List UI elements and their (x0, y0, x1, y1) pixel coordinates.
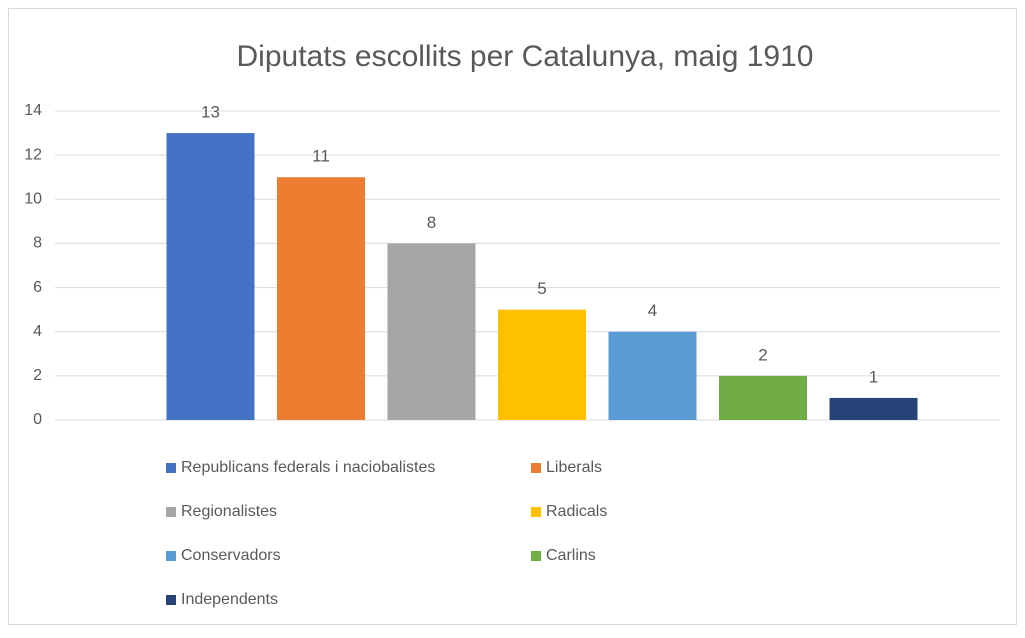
data-label: 2 (758, 345, 767, 364)
bar (166, 133, 255, 421)
y-tick-label: 12 (24, 146, 42, 163)
legend-label: Radicals (546, 503, 607, 520)
legend-swatch (531, 551, 541, 561)
legend-label: Republicans federals i naciobalistes (181, 459, 435, 476)
bar (277, 177, 365, 420)
data-label: 8 (427, 213, 436, 232)
bar (829, 397, 918, 420)
legend-swatch (531, 507, 541, 517)
legend-swatch (531, 463, 541, 473)
y-tick-label: 0 (33, 411, 42, 428)
bar (498, 309, 586, 420)
chart-title: Diputats escollits per Catalunya, maig 1… (237, 40, 814, 73)
legend-swatch (166, 551, 176, 561)
data-label: 11 (312, 147, 330, 166)
y-tick-label: 6 (33, 279, 42, 296)
legend-swatch (166, 463, 176, 473)
bar (387, 243, 476, 420)
legend-label: Conservadors (181, 547, 281, 564)
legend-label: Regionalistes (181, 503, 277, 520)
data-label: 13 (201, 103, 220, 122)
y-tick-label: 2 (33, 367, 42, 384)
y-tick-label: 10 (24, 191, 42, 208)
y-tick-label: 14 (24, 102, 42, 119)
bar (719, 375, 807, 420)
legend-swatch (166, 507, 176, 517)
data-label: 5 (537, 279, 546, 298)
legend-label: Independents (181, 591, 278, 608)
data-label: 1 (869, 367, 878, 386)
y-tick-label: 8 (33, 235, 42, 252)
legend-label: Liberals (546, 459, 602, 476)
data-label: 4 (648, 301, 657, 320)
legend-label: Carlins (546, 547, 596, 564)
y-tick-label: 4 (33, 323, 42, 340)
legend-swatch (166, 595, 176, 605)
bar (608, 331, 697, 420)
